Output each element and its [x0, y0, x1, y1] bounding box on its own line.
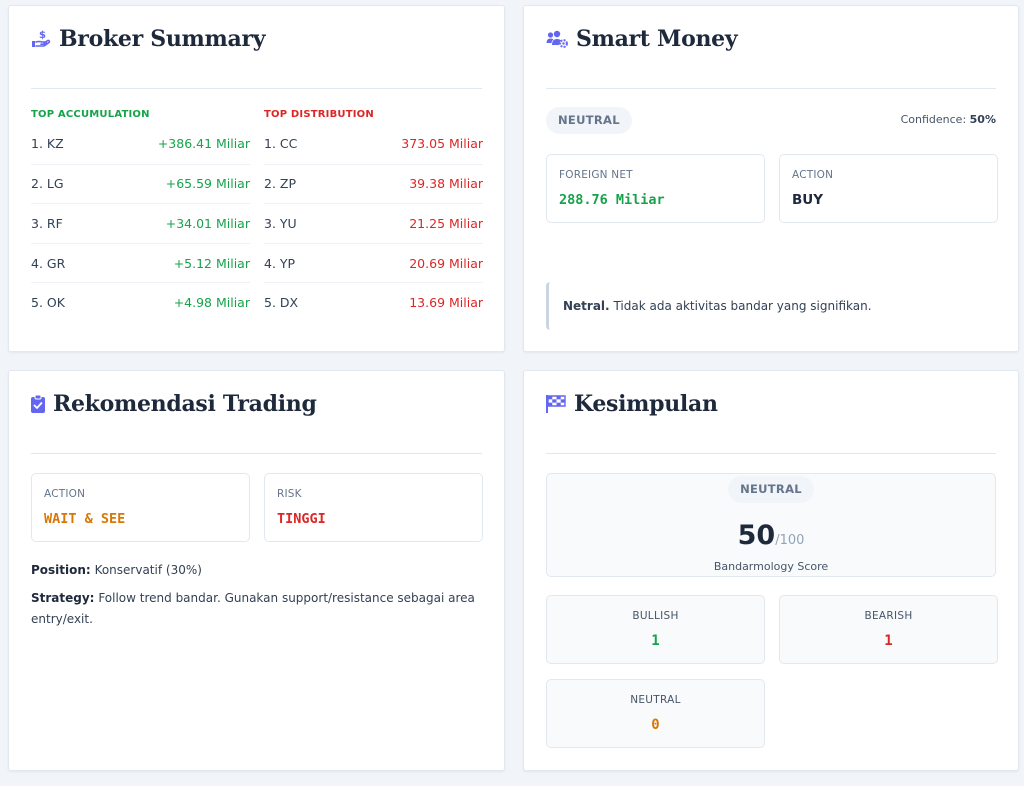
broker-code: 3. YU [264, 215, 297, 231]
confidence-value: 50% [969, 113, 996, 126]
rekomendasi-card: Rekomendasi Trading ACTION WAIT & SEE RI… [8, 370, 505, 771]
users-gear-icon [546, 30, 568, 48]
broker-summary-card: $ Broker Summary TOP ACCUMULATION 1. KZ … [8, 5, 505, 352]
hand-money-icon: $ [32, 30, 51, 47]
broker-value: 13.69 Miliar [409, 295, 483, 311]
list-item: 5. OK +4.98 Miliar [31, 282, 250, 322]
broker-code: 5. OK [31, 295, 65, 311]
score-readout: 50/100 [547, 520, 995, 551]
score-panel: NEUTRAL 50/100 Bandarmology Score [546, 473, 996, 577]
foreign-net-label: FOREIGN NET [559, 169, 633, 181]
broker-value: 373.05 Miliar [401, 136, 483, 152]
broker-value: 21.25 Miliar [409, 215, 483, 231]
list-item: 1. KZ +386.41 Miliar [31, 124, 250, 164]
list-item: 3. RF +34.01 Miliar [31, 203, 250, 243]
note-text: Tidak ada aktivitas bandar yang signifik… [613, 299, 872, 313]
broker-value: 39.38 Miliar [409, 176, 483, 192]
score-max: /100 [775, 533, 805, 548]
top-distribution-header: TOP DISTRIBUTION [264, 109, 374, 120]
broker-value: 20.69 Miliar [409, 255, 483, 271]
list-item: 3. YU 21.25 Miliar [264, 203, 483, 243]
kesimpulan-title: Kesimpulan [574, 391, 718, 417]
list-item: 1. CC 373.05 Miliar [264, 124, 483, 164]
foreign-net-box: FOREIGN NET 288.76 Miliar [546, 154, 765, 223]
neutral-value: 0 [651, 717, 660, 733]
list-item: 2. ZP 39.38 Miliar [264, 163, 483, 204]
top-distribution-list: TOP DISTRIBUTION 1. CC 373.05 Miliar 2. … [264, 106, 483, 322]
broker-value: +5.12 Miliar [173, 255, 250, 271]
smart-money-note: Netral. Tidak ada aktivitas bandar yang … [546, 282, 996, 330]
smart-money-header: Smart Money [546, 26, 738, 52]
confidence-readout: Confidence: 50% [901, 113, 996, 126]
risk-box: RISK TINGGI [264, 473, 483, 542]
broker-code: 1. KZ [31, 136, 64, 152]
rekomendasi-header: Rekomendasi Trading [31, 391, 317, 417]
position-text: Position: Konservatif (30%) [31, 560, 482, 581]
divider [31, 88, 482, 89]
broker-summary-header: $ Broker Summary [31, 26, 266, 52]
smart-money-title: Smart Money [576, 26, 738, 52]
status-badge: NEUTRAL [546, 107, 632, 134]
broker-value: +65.59 Miliar [165, 176, 250, 192]
broker-code: 1. CC [264, 136, 298, 152]
action-box: ACTION BUY [779, 154, 998, 223]
trade-action-box: ACTION WAIT & SEE [31, 473, 250, 542]
broker-code: 2. ZP [264, 176, 297, 192]
note-bold: Netral. [563, 299, 610, 313]
smart-money-card: Smart Money NEUTRAL Confidence: 50% FORE… [523, 5, 1019, 352]
bearish-stat: BEARISH 1 [779, 595, 998, 664]
broker-value: +386.41 Miliar [157, 136, 250, 152]
bullish-value: 1 [651, 633, 660, 649]
broker-code: 4. YP [264, 255, 296, 271]
risk-value: TINGGI [277, 511, 326, 527]
neutral-label: NEUTRAL [630, 694, 681, 706]
broker-code: 5. DX [264, 295, 299, 311]
broker-value: +4.98 Miliar [173, 295, 250, 311]
bullish-label: BULLISH [632, 610, 679, 622]
svg-text:$: $ [39, 30, 46, 41]
broker-code: 4. GR [31, 255, 66, 271]
list-item: 4. GR +5.12 Miliar [31, 242, 250, 283]
divider [546, 453, 996, 454]
top-accumulation-list: TOP ACCUMULATION 1. KZ +386.41 Miliar 2.… [31, 106, 250, 322]
neutral-stat: NEUTRAL 0 [546, 679, 765, 748]
divider [546, 88, 996, 89]
checkered-flag-icon [546, 395, 566, 413]
strategy-label: Strategy: [31, 591, 95, 605]
kesimpulan-card: Kesimpulan NEUTRAL 50/100 Bandarmology S… [523, 370, 1019, 771]
action-label: ACTION [792, 169, 834, 181]
trade-action-value: WAIT & SEE [44, 511, 126, 527]
divider [31, 453, 482, 454]
rekomendasi-title: Rekomendasi Trading [53, 391, 317, 417]
broker-summary-title: Broker Summary [59, 26, 266, 52]
top-accumulation-header: TOP ACCUMULATION [31, 109, 150, 120]
risk-label: RISK [277, 488, 302, 500]
list-item: 4. YP 20.69 Miliar [264, 242, 483, 283]
trade-action-label: ACTION [44, 488, 86, 500]
status-badge: NEUTRAL [728, 476, 814, 503]
position-label: Position: [31, 563, 91, 577]
score-value: 50 [737, 520, 776, 551]
strategy-value: Follow trend bandar. Gunakan support/res… [31, 591, 475, 626]
confidence-label: Confidence: [900, 113, 967, 126]
score-label: Bandarmology Score [713, 560, 829, 573]
strategy-text: Strategy: Follow trend bandar. Gunakan s… [31, 588, 482, 630]
bullish-stat: BULLISH 1 [546, 595, 765, 664]
action-value: BUY [792, 192, 824, 208]
position-value: Konservatif (30%) [94, 563, 202, 577]
clipboard-check-icon [31, 395, 45, 413]
broker-code: 3. RF [31, 215, 63, 231]
list-item: 5. DX 13.69 Miliar [264, 282, 483, 322]
bearish-value: 1 [884, 633, 893, 649]
foreign-net-value: 288.76 Miliar [559, 192, 665, 208]
kesimpulan-header: Kesimpulan [546, 391, 718, 417]
broker-code: 2. LG [31, 176, 64, 192]
bearish-label: BEARISH [864, 610, 913, 622]
list-item: 2. LG +65.59 Miliar [31, 163, 250, 204]
broker-value: +34.01 Miliar [165, 215, 250, 231]
